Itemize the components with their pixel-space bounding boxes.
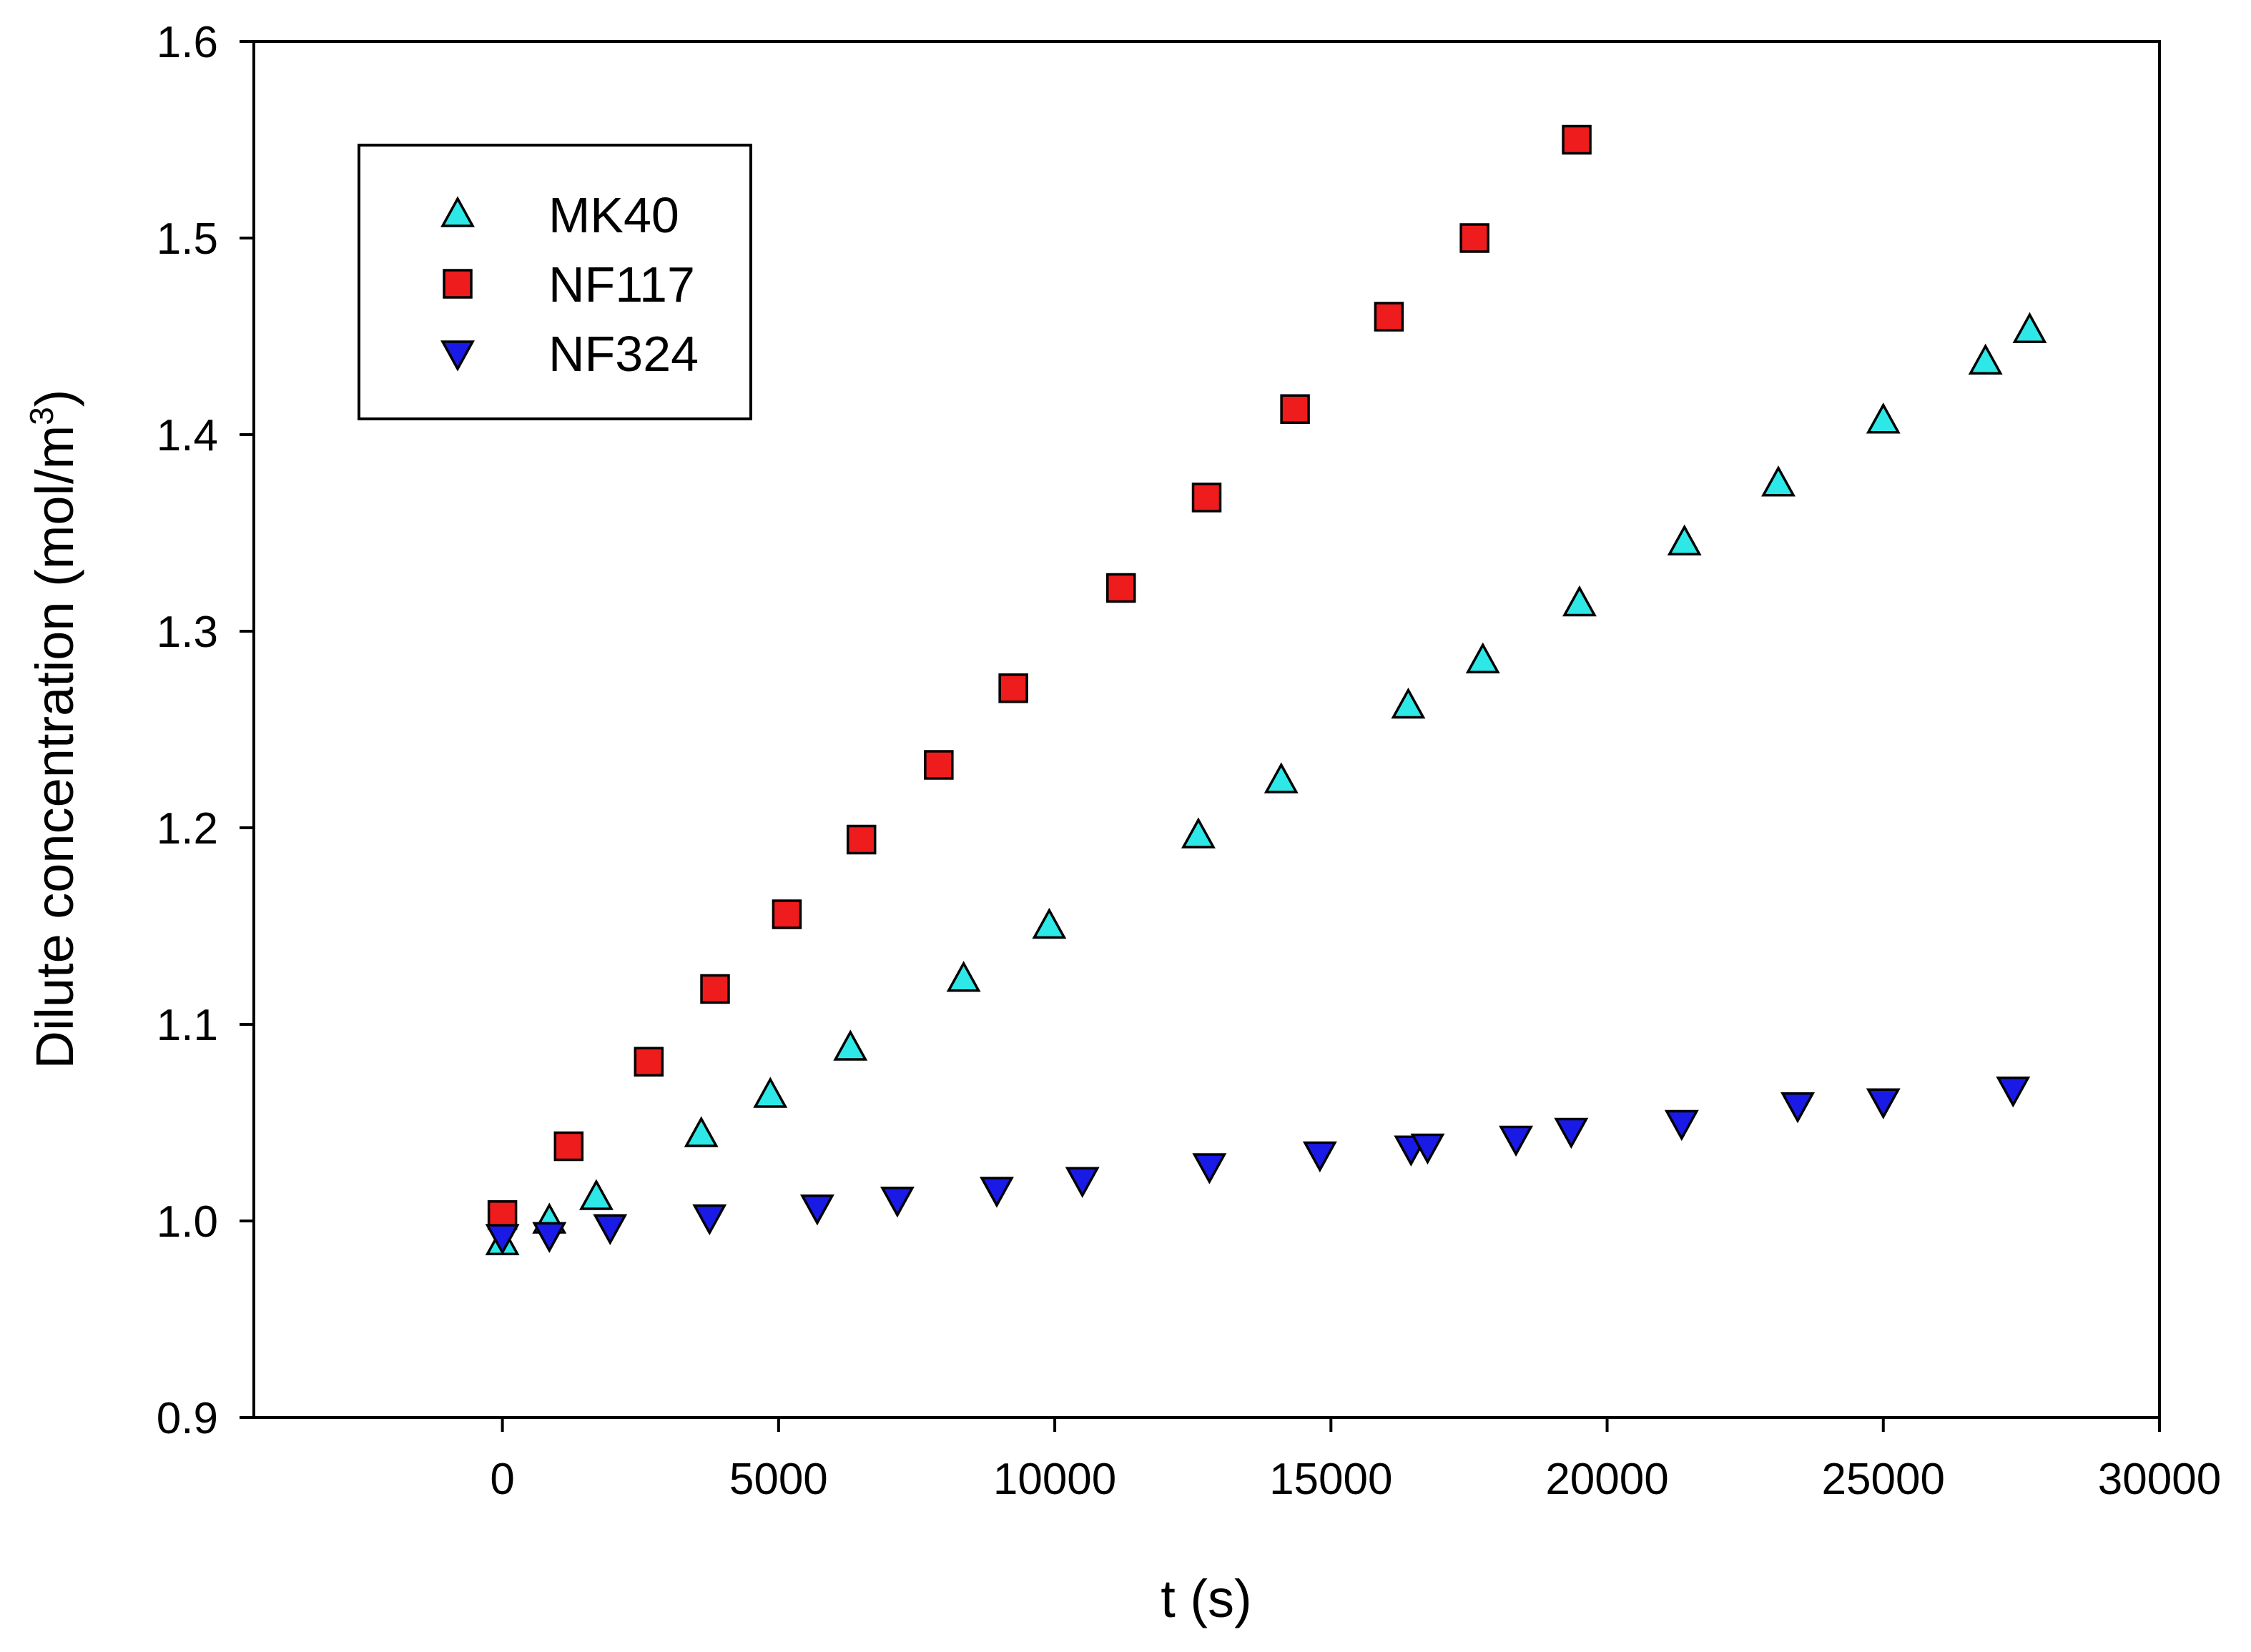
data-point-mk40 [1968,343,2003,375]
legend-label-nf117: NF117 [548,257,695,312]
data-point-nf324 [1996,1077,2031,1108]
plot-frame [252,40,2161,1419]
y-axis-title: Dilute concentration (mol/m3) [23,390,84,1069]
y-tick-label: 1.1 [157,1001,218,1050]
data-point-nf117 [772,899,802,929]
data-point-nf117 [1374,302,1404,332]
data-point-nf117 [998,673,1028,703]
data-point-nf324 [880,1187,915,1218]
data-point-nf117 [1191,483,1222,513]
data-point-mk40 [1181,817,1216,849]
x-tick-label: 30000 [2098,1455,2221,1504]
data-point-mk40 [1866,402,1901,434]
legend-marker-nf117 [443,269,473,299]
y-tick-label: 1.4 [157,411,218,460]
data-point-nf117 [846,824,877,855]
data-point-mk40 [1562,585,1597,617]
data-point-nf324 [1554,1117,1589,1149]
data-point-nf324 [1410,1133,1445,1165]
data-point-nf324 [593,1214,628,1245]
data-point-nf324 [1065,1167,1100,1198]
data-point-mk40 [1667,524,1702,555]
legend-entries: MK40 NF117 NF324 [440,187,699,382]
series-nf324 [485,1077,2031,1255]
x-axis-title: t (s) [1161,1569,1251,1628]
data-point-mk40 [946,961,981,992]
y-tick-label: 1.5 [157,214,218,264]
axis-tick-labels: 0 5000 10000 15000 20000 25000 30000 0.9 1.0 1.1 1… [157,18,2221,1504]
data-point-mk40 [833,1029,868,1061]
data-point-nf324 [1499,1125,1534,1157]
data-point-mk40 [578,1179,614,1210]
data-point-mk40 [1391,687,1426,719]
x-tick-label: 10000 [993,1455,1116,1504]
legend-marker-mk40 [440,196,475,227]
data-point-mk40 [684,1116,719,1147]
data-point-nf117 [634,1047,664,1077]
data-point-nf324 [692,1204,727,1236]
data-point-nf324 [979,1177,1014,1208]
data-point-nf324 [485,1224,520,1255]
y-tick-label: 1.2 [157,804,218,854]
axis-ticks [240,40,2161,1432]
series-nf117 [487,124,1592,1230]
y-tick-label: 1.6 [157,18,218,67]
data-point-mk40 [1264,762,1299,793]
data-point-nf117 [924,750,954,780]
data-point-mk40 [1761,465,1796,497]
y-tick-label: 1.0 [157,1197,218,1247]
x-tick-label: 5000 [729,1455,828,1504]
data-point-nf324 [1780,1092,1816,1124]
legend: MK40 NF117 NF324 [358,144,752,420]
data-point-nf324 [1302,1141,1337,1173]
y-tick-label: 1.3 [157,608,218,657]
legend-marker-nf324 [440,340,475,372]
data-point-nf117 [1280,394,1310,424]
data-point-nf117 [1562,124,1592,155]
data-point-nf324 [1192,1153,1227,1184]
y-tick-label: 0.9 [157,1394,218,1443]
legend-label-mk40: MK40 [548,187,679,243]
x-tick-label: 0 [490,1455,514,1504]
y-axis-title-superscript: 3 [23,407,60,425]
data-point-nf117 [700,974,730,1004]
data-markers [485,124,2047,1255]
data-point-nf117 [553,1131,584,1162]
x-tick-label: 25000 [1822,1455,1945,1504]
data-point-nf117 [1106,573,1136,603]
x-tick-label: 20000 [1545,1455,1668,1504]
y-axis-title-text: Dilute concentration (mol/m [25,425,84,1069]
data-point-mk40 [2012,312,2047,343]
data-point-nf324 [1866,1088,1901,1119]
data-point-mk40 [1032,907,1067,939]
data-point-mk40 [1465,642,1500,673]
data-point-nf324 [1664,1109,1699,1142]
x-tick-label: 15000 [1269,1455,1392,1504]
y-axis-title-suffix: ) [25,390,84,407]
data-point-mk40 [753,1077,788,1108]
data-point-nf117 [1459,223,1489,253]
data-point-nf324 [532,1222,567,1253]
legend-label-nf324: NF324 [548,326,699,382]
legend-box [358,144,752,420]
data-point-nf324 [799,1195,834,1226]
